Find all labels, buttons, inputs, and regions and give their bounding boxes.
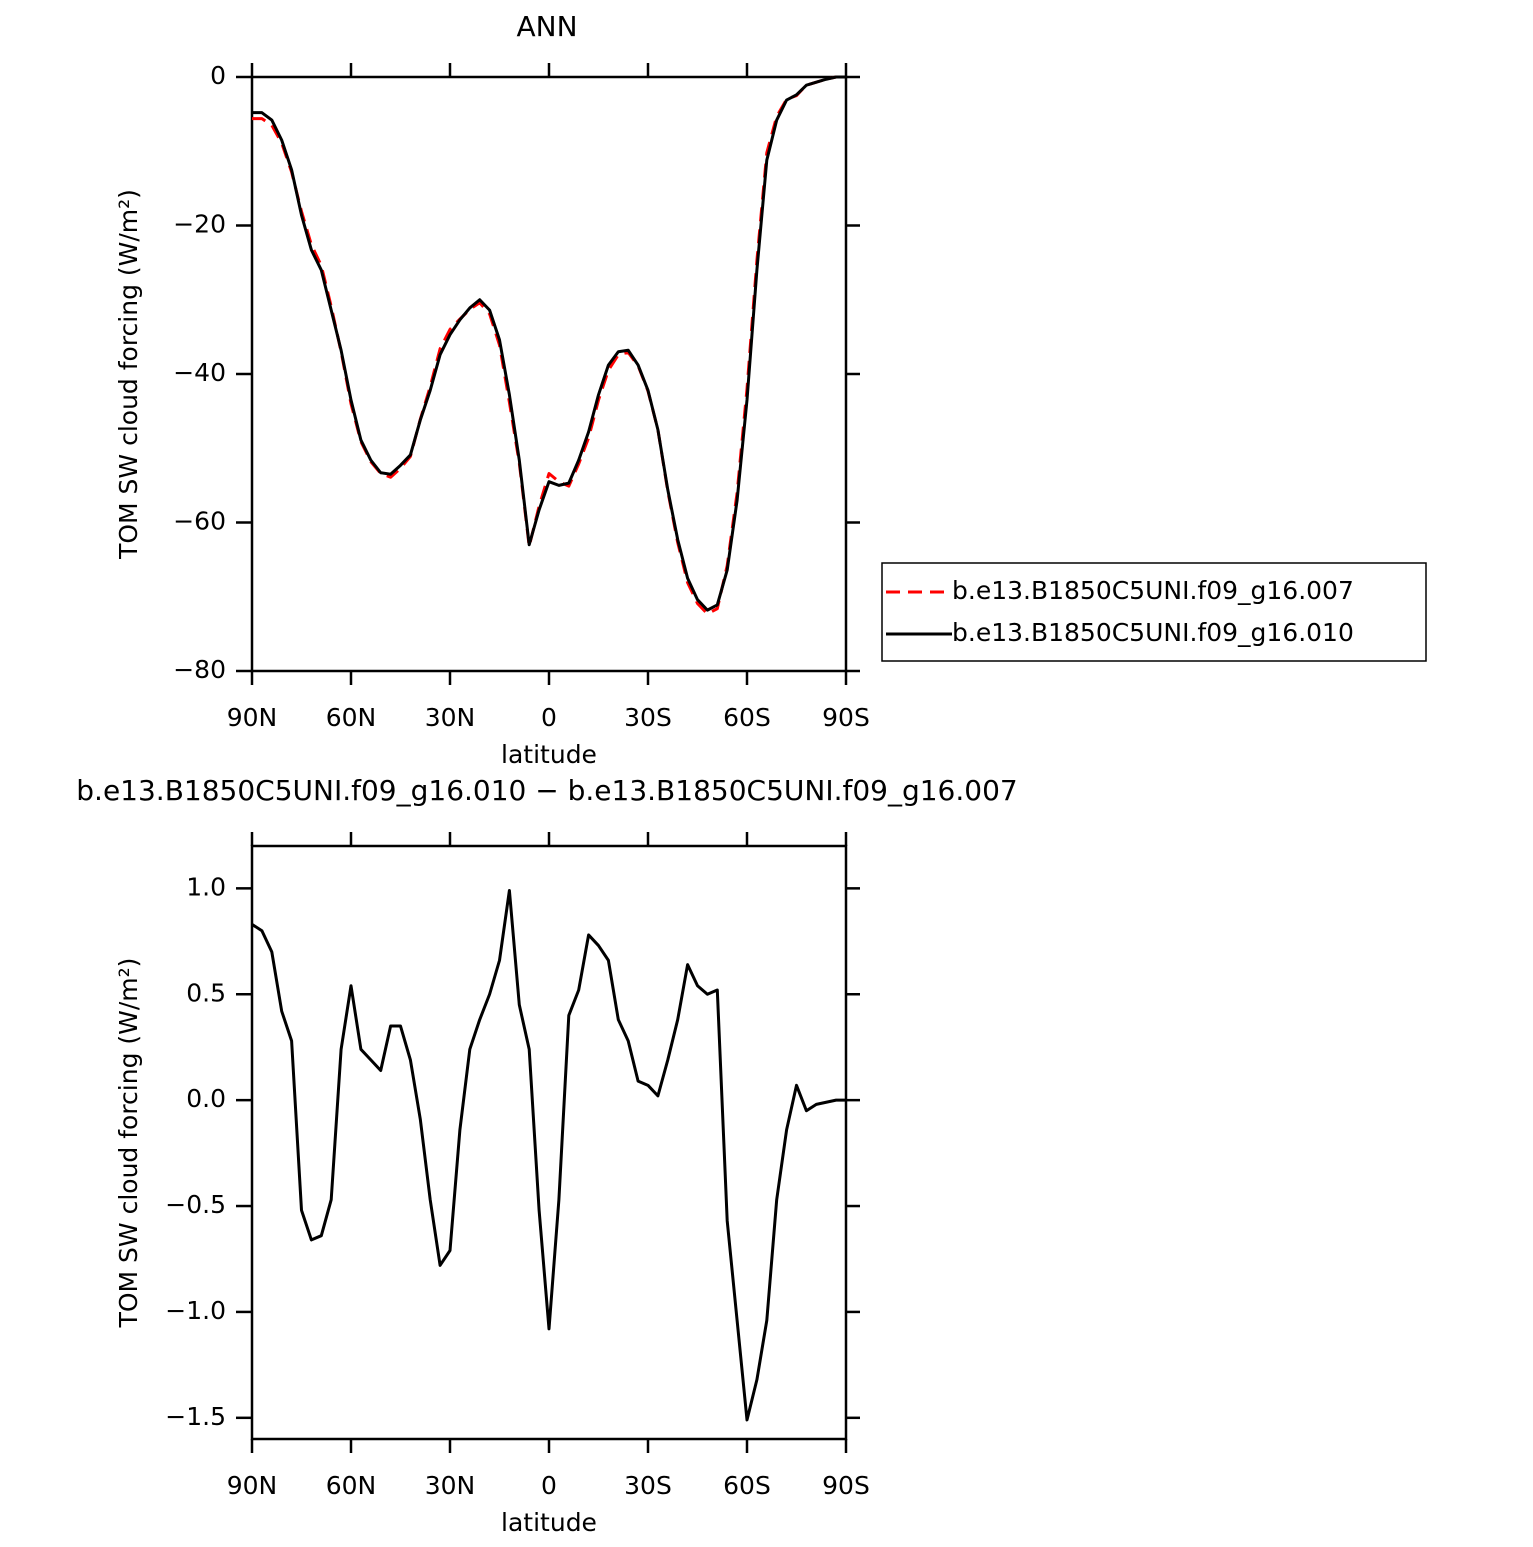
x-tick-label: 0 (541, 1471, 557, 1500)
data-line (251, 888, 846, 1422)
x-axis-label: latitude (501, 740, 597, 769)
x-tick-label: 30S (624, 703, 672, 732)
y-tick-label: −80 (173, 655, 226, 684)
x-tick-label: 30N (425, 703, 476, 732)
x-tick-label: 60N (326, 703, 377, 732)
y-axis-label: TOM SW cloud forcing (W/m²) (114, 189, 143, 560)
y-tick-label: −0.5 (165, 1190, 226, 1219)
x-tick-label: 90N (227, 703, 278, 732)
x-tick-label: 60S (723, 1471, 771, 1500)
plot-frame (250, 75, 848, 673)
x-tick-label: 90S (822, 703, 870, 732)
legend-box (881, 562, 1427, 662)
legend-label: b.e13.B1850C5UNI.f09_g16.007 (952, 576, 1354, 605)
data-line (252, 75, 846, 612)
y-tick-label: 0.0 (186, 1084, 226, 1113)
x-tick-label: 90N (227, 1471, 278, 1500)
legend-label: b.e13.B1850C5UNI.f09_g16.010 (952, 618, 1354, 647)
y-axis-label: TOM SW cloud forcing (W/m²) (114, 958, 143, 1329)
x-axis-label: latitude (501, 1508, 597, 1537)
plot-frame (250, 844, 848, 1441)
y-tick-label: −60 (173, 507, 226, 536)
x-tick-label: 0 (541, 703, 557, 732)
y-tick-label: −1.5 (165, 1402, 226, 1431)
x-tick-label: 60N (326, 1471, 377, 1500)
y-tick-label: 0.5 (186, 978, 226, 1007)
x-tick-label: 30S (624, 1471, 672, 1500)
y-tick-label: 0 (210, 61, 226, 90)
x-tick-label: 60S (723, 703, 771, 732)
chart-title: ANN (516, 10, 577, 43)
x-tick-label: 30N (425, 1471, 476, 1500)
x-tick-label: 90S (822, 1471, 870, 1500)
chart-title: b.e13.B1850C5UNI.f09_g16.010 − b.e13.B18… (76, 774, 1017, 807)
y-tick-label: −40 (173, 358, 226, 387)
y-tick-label: −20 (173, 210, 226, 239)
y-tick-label: 1.0 (186, 872, 226, 901)
y-tick-label: −1.0 (165, 1296, 226, 1325)
